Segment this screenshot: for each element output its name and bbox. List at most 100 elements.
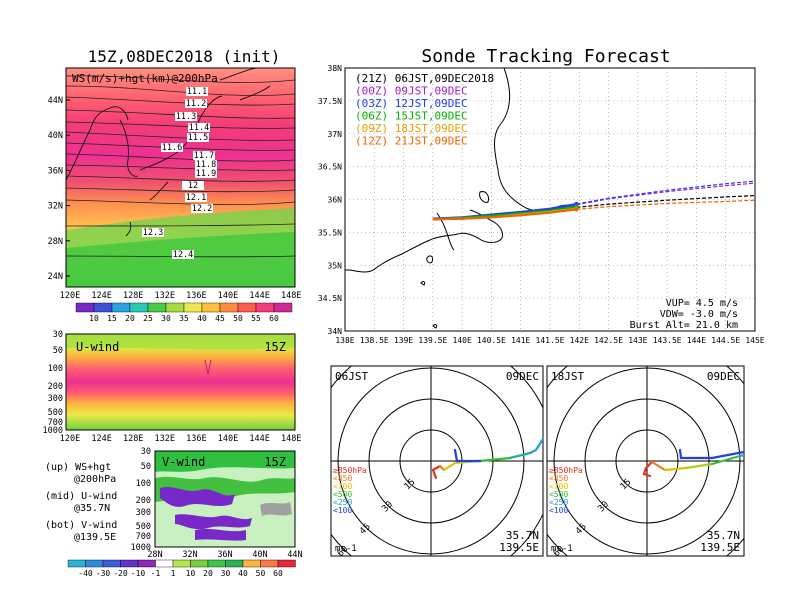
track-legend-item: (06Z) 15JST,09DEC xyxy=(355,110,468,123)
right-title: Sonde Tracking Forecast xyxy=(421,46,670,67)
u-wind-lon-tick: 128E xyxy=(123,434,143,444)
track-lat-tick: 34.5N xyxy=(318,294,342,303)
panel-notes: (up) WS+hgt@200hPa (mid) U-wind@35.7N (bot… xyxy=(45,462,117,543)
wind-colorbar-label: 60 xyxy=(273,569,283,578)
hodo-legend-item: <100 xyxy=(549,506,568,515)
wind-colorbar: -40 -30 -20 -10 -1 1 10 20 30 40 50 60 xyxy=(67,559,296,578)
map-lat-tick: 36N xyxy=(48,166,63,176)
track-lat-tick: 36N xyxy=(328,196,343,205)
track-lon-tick: 141E xyxy=(511,336,530,345)
map-lon-tick: 132E xyxy=(155,291,175,301)
hodo-lon: 139.5E xyxy=(499,541,539,554)
v-wind-lat-tick: 32N xyxy=(182,550,197,560)
u-wind-p-tick: 300 xyxy=(48,394,63,404)
hodo-legend-item: <700 xyxy=(549,482,568,491)
map-lat-ticks: 44N 40N 36N 32N 28N 24N xyxy=(48,96,70,282)
contour-label: 11.9 xyxy=(196,169,216,179)
u-wind-p-tick: 100 xyxy=(48,364,63,374)
contour-label: 12.2 xyxy=(192,204,212,214)
map-lon-tick: 136E xyxy=(186,291,206,301)
contour-label-bg xyxy=(182,181,204,190)
ws-colorbar-box xyxy=(255,302,275,313)
hodo-legend-2: ≥850hPa<850<700<500<250<100 xyxy=(549,466,583,515)
wind-colorbar-box xyxy=(172,559,191,568)
hodo-legend-item: <500 xyxy=(333,490,352,499)
u-wind-p-tick: 200 xyxy=(48,382,63,392)
wind-colorbar-boxes xyxy=(67,559,296,568)
track-lon-tick: 142.5E xyxy=(594,336,623,345)
contour-label-bg xyxy=(195,169,217,178)
map-lat-tick: 32N xyxy=(48,202,63,212)
hodo-lat: 35.7N xyxy=(707,529,740,542)
hodo-legend-item: <250 xyxy=(333,498,352,507)
contour-labels: 11.1 11.2 11.311.411.5 11.6 11.711.811.9 12 12… xyxy=(142,87,217,260)
track-lat-tick: 35.5N xyxy=(318,228,342,237)
wind-colorbar-label: -20 xyxy=(113,569,128,578)
track-lon-tick: 141.5E xyxy=(536,336,565,345)
contour-label-bg xyxy=(161,143,183,152)
hodo-time: 18JST xyxy=(551,370,584,383)
ws-colorbar-label: 45 xyxy=(215,314,225,323)
ws-colorbar-label: 60 xyxy=(269,314,279,323)
hodo-units: ms-1 xyxy=(335,544,357,554)
v-wind-lat-tick: 28N xyxy=(147,550,162,560)
contour-label-bg xyxy=(195,160,217,169)
note-line: (mid) U-wind xyxy=(45,491,117,502)
track-panel: (21Z) 06JST,09DEC2018(00Z) 09JST,09DEC(0… xyxy=(318,64,765,345)
contour-label-bg xyxy=(186,87,208,96)
hodo-time: 06JST xyxy=(335,370,368,383)
ws-colorbar-boxes xyxy=(75,302,293,313)
ws-colorbar-label: 40 xyxy=(197,314,207,323)
hodo-date: 09DEC xyxy=(707,370,740,383)
track-legend-item: (12Z) 21JST,09DEC xyxy=(355,135,468,148)
track-legend-item: (21Z) 06JST,09DEC2018 xyxy=(355,72,494,85)
ws-colorbar: 10 15 20 25 30 35 40 45 50 55 60 xyxy=(75,302,293,323)
track-lines xyxy=(432,180,755,221)
note-line: @35.7N xyxy=(74,503,110,514)
track-lon-tick: 144.5E xyxy=(711,336,740,345)
hodo-date: 09DEC xyxy=(506,370,539,383)
hodo-legend-1: ≥850hPa<850<700<500<250<100 xyxy=(333,466,367,515)
track-grid xyxy=(345,68,755,331)
v-wind-label: V-wind xyxy=(162,455,205,469)
u-wind-p-tick: 700 xyxy=(48,418,63,428)
contour-label: 12.1 xyxy=(186,193,206,203)
v-wind-lat-tick: 44N xyxy=(287,550,302,560)
wind-colorbar-labels: -40 -30 -20 -10 -1 1 10 20 30 40 50 60 xyxy=(78,569,283,578)
track-line-5 xyxy=(432,208,577,221)
ws-colorbar-box xyxy=(165,302,185,313)
map-lon-tick: 120E xyxy=(60,291,80,301)
ws-colorbar-label: 15 xyxy=(107,314,117,323)
wind-colorbar-box xyxy=(155,559,174,568)
wind-colorbar-box xyxy=(137,559,156,568)
ws-colorbar-label: 10 xyxy=(89,314,99,323)
map-lon-tick: 148E xyxy=(281,291,301,301)
contour-label: 11.6 xyxy=(162,143,182,153)
hodo-legend-item: <850 xyxy=(333,474,352,483)
u-wind-lon-ticks: 120E 124E 128E 132E 136E 140E 144E 148E xyxy=(60,434,302,444)
burst-point-5 xyxy=(574,207,579,212)
wind-colorbar-label: 1 xyxy=(171,569,176,578)
v-wind-lat-ticks: 28N 32N 36N 40N 44N xyxy=(147,550,302,560)
note-line: (bot) V-wind xyxy=(45,520,117,531)
u-wind-lon-tick: 144E xyxy=(249,434,269,444)
track-lon-tick: 139E xyxy=(394,336,413,345)
u-wind-lon-tick: 132E xyxy=(155,434,175,444)
ws-colorbar-label: 55 xyxy=(251,314,261,323)
track-legend: (21Z) 06JST,09DEC2018(00Z) 09JST,09DEC(0… xyxy=(355,72,494,148)
u-wind-lon-tick: 124E xyxy=(91,434,111,444)
map-panel-label: WS(m/s)+hgt(km)@200hPa xyxy=(72,72,218,85)
ws-colorbar-label: 25 xyxy=(143,314,153,323)
track-forecast-1 xyxy=(576,182,755,206)
track-lat-tick: 37N xyxy=(328,130,343,139)
ws-colorbar-box xyxy=(147,302,167,313)
track-legend-item: (09Z) 18JST,09DEC xyxy=(355,122,468,135)
map-lon-tick: 140E xyxy=(218,291,238,301)
wind-colorbar-box xyxy=(207,559,226,568)
contour-label: 11.1 xyxy=(187,87,207,97)
wind-colorbar-label: -1 xyxy=(151,569,161,578)
